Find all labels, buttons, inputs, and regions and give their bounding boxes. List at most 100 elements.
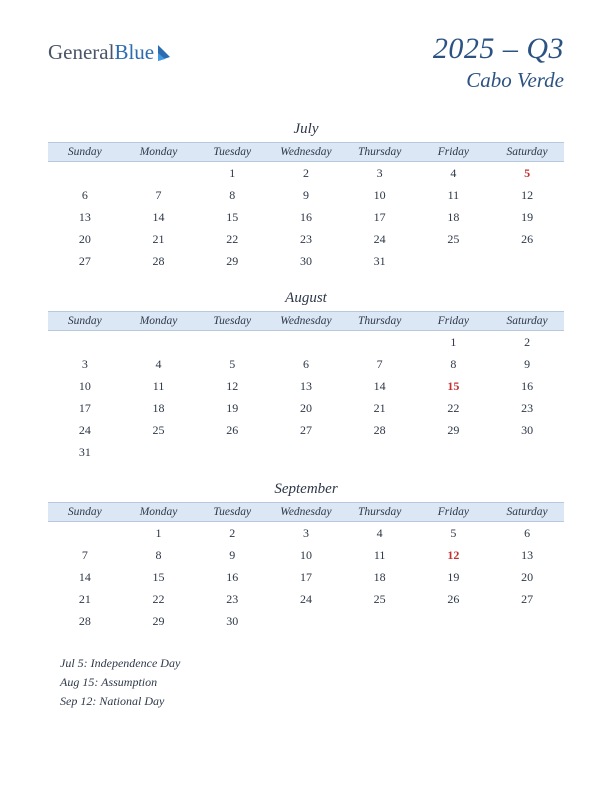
day-header: Saturday <box>490 143 564 162</box>
month-block: July SundayMondayTuesdayWednesdayThursday… <box>48 121 564 272</box>
calendar-cell: 17 <box>343 206 417 228</box>
day-header: Thursday <box>343 143 417 162</box>
day-header: Tuesday <box>195 312 269 331</box>
day-header: Sunday <box>48 143 122 162</box>
month-block: August SundayMondayTuesdayWednesdayThursd… <box>48 290 564 463</box>
calendar-cell: 18 <box>417 206 491 228</box>
calendar-cell: 8 <box>195 184 269 206</box>
calendar-cell: 19 <box>195 397 269 419</box>
calendar-cell: 29 <box>122 610 196 632</box>
calendar-cell: 4 <box>343 522 417 545</box>
calendar-cell-empty <box>269 610 343 632</box>
calendar-cell: 23 <box>195 588 269 610</box>
calendar-cell: 8 <box>417 353 491 375</box>
calendar-table: SundayMondayTuesdayWednesdayThursdayFrid… <box>48 142 564 272</box>
calendar-cell: 12 <box>195 375 269 397</box>
calendar-cell: 13 <box>490 544 564 566</box>
day-header: Friday <box>417 503 491 522</box>
calendar-cell: 10 <box>269 544 343 566</box>
calendar-cell: 24 <box>343 228 417 250</box>
calendar-cell: 16 <box>195 566 269 588</box>
calendar-cell: 12 <box>417 544 491 566</box>
day-header: Saturday <box>490 503 564 522</box>
calendar-cell: 6 <box>269 353 343 375</box>
calendar-cell: 8 <box>122 544 196 566</box>
calendar-cell: 3 <box>269 522 343 545</box>
calendar-cell-empty <box>122 162 196 185</box>
calendar-cell: 1 <box>122 522 196 545</box>
calendar-cell: 20 <box>48 228 122 250</box>
logo-sail-icon <box>156 43 174 63</box>
calendar-cell-empty <box>490 441 564 463</box>
calendar-cell: 2 <box>490 331 564 354</box>
calendar-cell: 30 <box>269 250 343 272</box>
calendar-cell: 15 <box>122 566 196 588</box>
calendar-cell: 20 <box>490 566 564 588</box>
calendar-cell-empty <box>417 610 491 632</box>
calendar-cell: 7 <box>48 544 122 566</box>
month-name: July <box>48 121 564 138</box>
calendar-cell: 15 <box>195 206 269 228</box>
calendar-cell-empty <box>343 441 417 463</box>
calendar-cell: 21 <box>122 228 196 250</box>
calendar-cell: 18 <box>122 397 196 419</box>
month-name: August <box>48 290 564 307</box>
day-header: Friday <box>417 143 491 162</box>
calendar-cell: 27 <box>48 250 122 272</box>
calendar-cell-empty <box>417 250 491 272</box>
day-header: Tuesday <box>195 503 269 522</box>
calendar-cell: 5 <box>490 162 564 185</box>
calendar-table: SundayMondayTuesdayWednesdayThursdayFrid… <box>48 311 564 463</box>
calendar-cell: 10 <box>343 184 417 206</box>
holiday-entry: Sep 12: National Day <box>60 692 564 711</box>
calendar-cell: 3 <box>343 162 417 185</box>
calendar-cell: 12 <box>490 184 564 206</box>
logo: GeneralBlue <box>48 40 174 65</box>
calendar-cell: 6 <box>48 184 122 206</box>
calendar-cell: 22 <box>195 228 269 250</box>
calendar-cell: 7 <box>122 184 196 206</box>
calendar-cell-empty <box>490 250 564 272</box>
calendar-cell: 31 <box>343 250 417 272</box>
calendar-cell: 22 <box>122 588 196 610</box>
calendar-cell: 28 <box>48 610 122 632</box>
calendar-table: SundayMondayTuesdayWednesdayThursdayFrid… <box>48 502 564 632</box>
calendar-cell: 27 <box>269 419 343 441</box>
calendar-cell: 21 <box>343 397 417 419</box>
calendar-cell: 23 <box>269 228 343 250</box>
calendar-cell-empty <box>48 162 122 185</box>
calendar-cell: 16 <box>490 375 564 397</box>
calendar-cell: 7 <box>343 353 417 375</box>
calendar-cell: 16 <box>269 206 343 228</box>
holiday-entry: Aug 15: Assumption <box>60 673 564 692</box>
calendar-cell: 10 <box>48 375 122 397</box>
calendar-cell: 6 <box>490 522 564 545</box>
calendar-cell: 28 <box>122 250 196 272</box>
calendars-container: July SundayMondayTuesdayWednesdayThursday… <box>48 121 564 632</box>
calendar-cell: 15 <box>417 375 491 397</box>
calendar-cell: 26 <box>417 588 491 610</box>
calendar-cell: 5 <box>417 522 491 545</box>
country-title: Cabo Verde <box>433 68 564 93</box>
calendar-cell-empty <box>269 331 343 354</box>
calendar-cell-empty <box>343 610 417 632</box>
calendar-cell: 1 <box>195 162 269 185</box>
calendar-cell-empty <box>490 610 564 632</box>
calendar-cell: 26 <box>490 228 564 250</box>
calendar-cell-empty <box>122 331 196 354</box>
calendar-cell: 11 <box>417 184 491 206</box>
day-header: Thursday <box>343 503 417 522</box>
title-block: 2025 – Q3 Cabo Verde <box>433 32 564 93</box>
calendar-cell: 26 <box>195 419 269 441</box>
calendar-cell: 19 <box>490 206 564 228</box>
day-header: Wednesday <box>269 312 343 331</box>
calendar-cell: 30 <box>195 610 269 632</box>
calendar-cell: 28 <box>343 419 417 441</box>
logo-text-blue: Blue <box>114 40 154 65</box>
calendar-cell: 1 <box>417 331 491 354</box>
calendar-cell: 9 <box>490 353 564 375</box>
calendar-cell: 5 <box>195 353 269 375</box>
quarter-title: 2025 – Q3 <box>433 32 564 66</box>
day-header: Sunday <box>48 312 122 331</box>
calendar-cell-empty <box>269 441 343 463</box>
